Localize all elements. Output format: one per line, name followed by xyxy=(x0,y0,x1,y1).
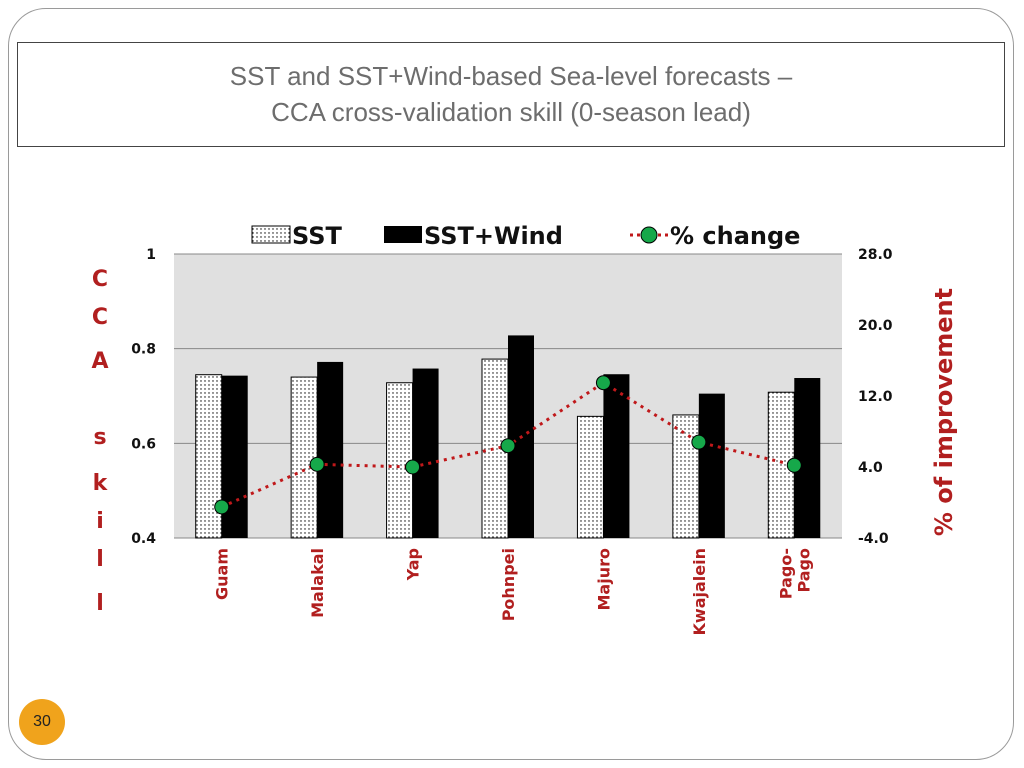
legend-label-sst: SST xyxy=(292,222,342,250)
legend-swatch-sst-wind xyxy=(384,226,422,243)
legend-label-sst-wind: SST+Wind xyxy=(424,222,563,250)
percent-change-point-pago-pago xyxy=(786,457,802,473)
sst-wind-bars xyxy=(221,335,821,538)
right-tick-label: 28.0 xyxy=(858,247,893,263)
left-axis-label-char: s xyxy=(93,425,106,450)
page-number-badge: 30 xyxy=(19,699,65,745)
category-label-guam: Guam xyxy=(213,548,232,600)
bar-sst-pohnpei xyxy=(481,358,509,539)
percent-change-point-yap xyxy=(405,459,421,475)
sst-bars xyxy=(195,358,795,539)
category-label-pago-pago: Pago- xyxy=(776,548,795,599)
left-axis-label-char: l xyxy=(96,547,104,572)
left-axis-label-char: A xyxy=(91,349,108,374)
slide-title-line-2: CCA cross-validation skill (0-season lea… xyxy=(271,97,751,127)
category-label-malakal: Malakal xyxy=(308,548,327,618)
left-axis-label-char: C xyxy=(92,305,108,330)
category-label-kwajalein: Kwajalein xyxy=(690,548,709,635)
left-tick-label: 1 xyxy=(146,247,156,263)
right-axis-label: % of improvement xyxy=(930,288,958,536)
right-axis-ticks: 28.0 20.0 12.0 4.0 -4.0 xyxy=(858,247,893,547)
category-label-pago-pago: Pago xyxy=(794,548,813,593)
percent-change-series xyxy=(214,375,802,515)
legend-swatch-marker xyxy=(640,226,658,244)
right-tick-label: 4.0 xyxy=(858,460,883,476)
bar-sst-guam xyxy=(195,374,223,539)
legend: SST SST+Wind % change xyxy=(251,222,800,250)
bar-sst-wind-pago-pago xyxy=(794,378,821,538)
legend-swatch-sst xyxy=(251,225,291,244)
right-tick-label: -4.0 xyxy=(858,531,889,547)
right-tick-label: 20.0 xyxy=(858,318,893,334)
bar-sst-wind-kwajalein xyxy=(698,393,725,538)
left-tick-label: 0.4 xyxy=(131,531,156,547)
bar-sst-wind-yap xyxy=(412,368,439,538)
left-axis-ticks: 1 0.8 0.6 0.4 xyxy=(131,247,156,547)
slide-frame xyxy=(8,8,1014,760)
left-axis-label-char: C xyxy=(92,267,108,292)
category-labels: Guam Malakal Yap Pohnpei Majuro Kwajalein Pago… xyxy=(213,548,814,635)
bar-sst-kwajalein xyxy=(672,414,700,539)
category-label-yap: Yap xyxy=(404,548,423,581)
bar-sst-wind-guam xyxy=(221,375,248,538)
percent-change-point-malakal xyxy=(309,456,325,472)
left-axis-label-char: i xyxy=(96,509,104,534)
bar-sst-malakal xyxy=(290,376,318,539)
legend-label-percent-change: % change xyxy=(670,222,800,250)
left-axis-label-char: l xyxy=(96,591,104,616)
slide-title-line-1: SST and SST+Wind-based Sea-level forecas… xyxy=(229,61,793,91)
bar-sst-wind-majuro xyxy=(603,374,630,538)
bar-sst-wind-malakal xyxy=(317,361,344,538)
percent-change-point-pohnpei xyxy=(500,438,516,454)
left-axis-label-char: k xyxy=(93,471,109,496)
bar-sst-majuro xyxy=(576,415,604,539)
category-label-pohnpei: Pohnpei xyxy=(499,548,518,621)
category-label-majuro: Majuro xyxy=(594,548,613,610)
bar-sst-yap xyxy=(386,382,414,539)
percent-change-point-kwajalein xyxy=(691,434,707,450)
title-box: SST and SST+Wind-based Sea-level forecas… xyxy=(17,42,1005,147)
left-tick-label: 0.8 xyxy=(131,342,156,358)
right-tick-label: 12.0 xyxy=(858,389,893,405)
left-tick-label: 0.6 xyxy=(131,436,156,452)
percent-change-point-majuro xyxy=(595,375,611,391)
percent-change-point-guam xyxy=(214,499,230,515)
